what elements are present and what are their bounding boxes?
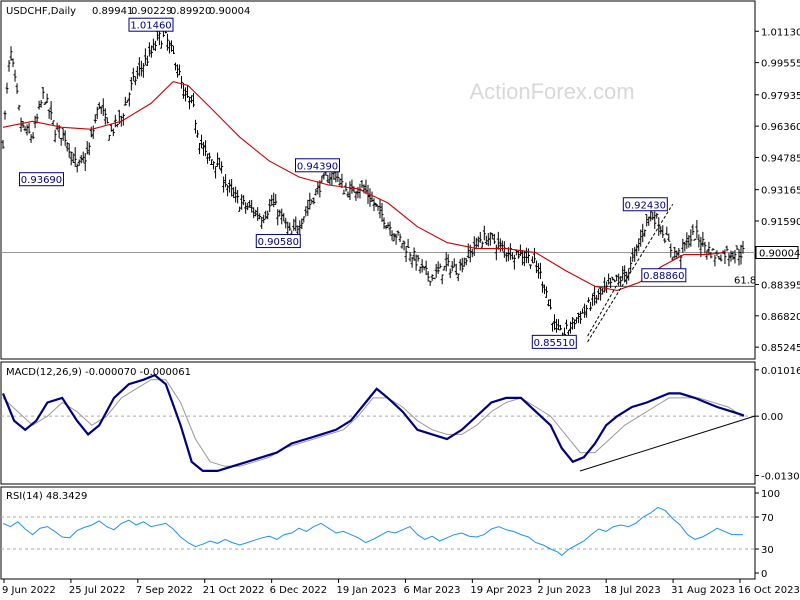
rsi-line: [2, 506, 743, 557]
x-tick-label: 18 Jul 2023: [604, 585, 661, 596]
current-price-text: 0.90004: [759, 248, 800, 259]
rsi-tick-label: 100: [761, 489, 780, 500]
current-price-marker: 0.90004: [755, 245, 800, 259]
price-panel-frame: [0, 0, 756, 360]
instrument-label: USDCHF,Daily: [6, 6, 76, 17]
ohlc-low: 0.89920: [170, 6, 211, 17]
price-axis: 1.01130 0.99555 0.97935 0.96360 0.94785 0.931…: [755, 27, 800, 354]
x-tick-label: 16 Oct 2023: [738, 585, 800, 596]
price-tick-label: 1.01130: [761, 27, 800, 38]
macd-panel-frame: [0, 361, 756, 485]
macd-axis: 0.010166 0.00 -0.013006: [755, 366, 800, 482]
macd-panel: MACD(12,26,9) -0.000070 -0.000061 0.0101…: [0, 361, 800, 485]
price-tick-label: 0.99555: [761, 59, 800, 70]
price-panel: ActionForex.com USDCHF,Daily 0.89941 0.9…: [0, 0, 800, 360]
price-annotation-label: 0.88860: [643, 271, 684, 282]
price-annotation: 0.92430: [622, 197, 668, 212]
x-tick-label: 19 Jan 2023: [337, 585, 397, 596]
x-tick-label: 7 Sep 2022: [136, 585, 193, 596]
x-tick-label: 25 Jul 2022: [69, 585, 126, 596]
rally-trendline: [587, 203, 674, 343]
x-tick-label: 6 Mar 2023: [403, 585, 460, 596]
price-annotation-label: 1.01460: [130, 21, 171, 32]
ohlc-bars: [1, 28, 745, 346]
price-annotation: 0.93690: [18, 172, 64, 187]
macd-label: MACD(12,26,9) -0.000070 -0.000061: [6, 367, 191, 378]
price-annotation-box: [622, 197, 668, 212]
ohlc-close: 0.90004: [209, 6, 250, 17]
macd-signal-line: [2, 379, 744, 467]
ohlc-open: 0.89941: [92, 6, 133, 17]
x-tick-label: 21 Oct 2022: [203, 585, 265, 596]
price-annotation: 0.88860: [641, 268, 687, 283]
price-annotation: 0.94390: [295, 158, 340, 173]
moving-average-line: [2, 80, 725, 291]
price-annotation-box: [128, 17, 174, 32]
rsi-panel-frame: [0, 486, 756, 580]
x-tick-label: 19 Apr 2023: [470, 585, 532, 596]
price-annotation: 1.01460: [128, 17, 174, 32]
macd-line: [1, 373, 745, 472]
price-annotation-box: [641, 268, 687, 283]
macd-tick-label: 0.010166: [761, 366, 800, 377]
price-tick-label: 0.91590: [761, 217, 800, 228]
price-annotation-label: 0.93690: [21, 175, 62, 186]
rsi-tick-label: 70: [761, 513, 774, 524]
x-tick-label: 9 Jun 2022: [2, 585, 56, 596]
rsi-tick-label: 0: [761, 569, 767, 580]
price-tick-label: 0.94785: [761, 153, 800, 164]
price-annotation-label: 0.85510: [534, 338, 575, 349]
watermark: ActionForex.com: [469, 79, 634, 104]
rsi-tick-label: 30: [761, 545, 774, 556]
price-annotations: 1.01460 0.93690 0.94390 0.90580 0.92430 0.888…: [18, 17, 687, 349]
price-tick-label: 0.86820: [761, 312, 800, 323]
price-tick-label: 0.93165: [761, 186, 800, 197]
x-tick-label: 2 Jun 2023: [537, 585, 591, 596]
price-tick-label: 0.88395: [761, 280, 800, 291]
rsi-axis: 100 70 30 0: [755, 489, 780, 580]
price-tick-label: 0.96360: [761, 122, 800, 133]
price-annotation-label: 0.92430: [625, 200, 666, 211]
price-header: USDCHF,Daily 0.89941 0.90229 0.89920 0.9…: [6, 6, 250, 17]
price-tick-label: 0.85245: [761, 343, 800, 354]
rsi-panel: RSI(14) 48.3429 100 70 30 0: [0, 486, 780, 580]
x-axis: 9 Jun 2022 25 Jul 2022 7 Sep 2022 21 Oct 20…: [2, 579, 800, 596]
price-annotation-label: 0.90580: [258, 237, 299, 248]
macd-tick-label: -0.013006: [761, 471, 800, 482]
price-annotation-box: [18, 172, 64, 187]
macd-trendline: [579, 415, 756, 472]
price-tick-label: 0.97935: [761, 91, 800, 102]
x-tick-label: 6 Dec 2022: [270, 585, 328, 596]
price-annotation-label: 0.94390: [297, 161, 338, 172]
fib-level-label: 61.8: [734, 275, 756, 286]
x-tick-label: 31 Aug 2023: [671, 585, 735, 596]
rsi-label: RSI(14) 48.3429: [6, 491, 87, 502]
ohlc-high: 0.90229: [131, 6, 172, 17]
price-annotation-box: [295, 158, 340, 173]
price-annotation: 0.85510: [531, 334, 577, 349]
price-annotation-box: [531, 334, 577, 349]
price-annotation-box: [255, 234, 301, 249]
macd-tick-label: 0.00: [761, 412, 783, 423]
price-annotation: 0.90580: [255, 234, 301, 249]
